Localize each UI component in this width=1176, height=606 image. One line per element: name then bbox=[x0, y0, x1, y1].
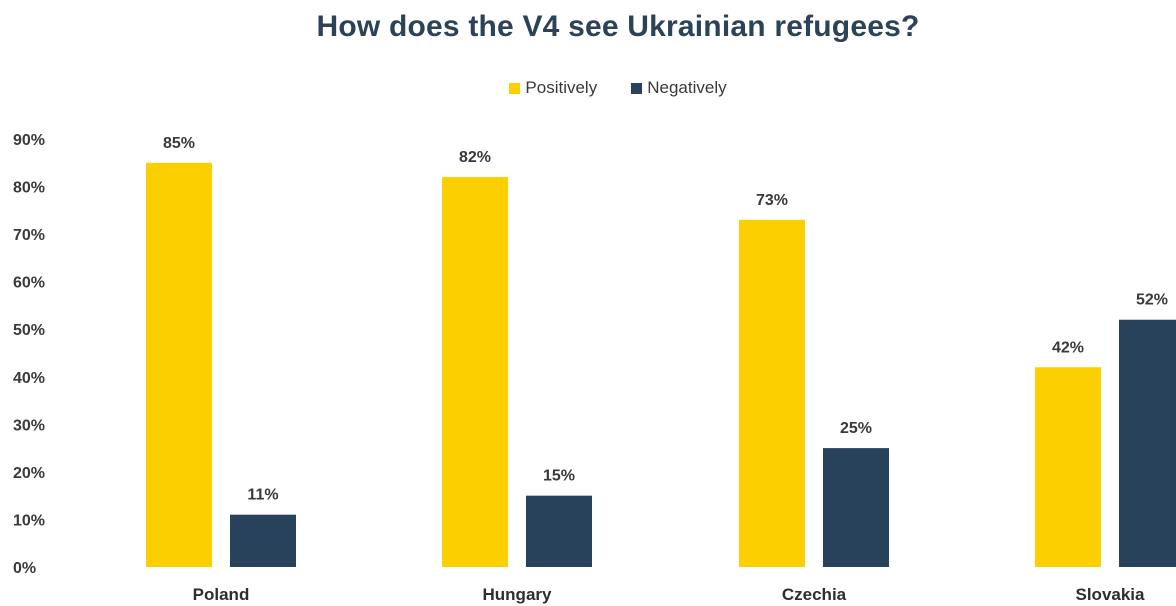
data-label: 52% bbox=[1136, 292, 1168, 309]
legend-swatch-positively bbox=[509, 82, 521, 94]
data-label: 73% bbox=[756, 192, 788, 209]
data-label: 15% bbox=[543, 468, 575, 485]
legend: Positively Negatively bbox=[0, 78, 1176, 98]
y-tick-label: 60% bbox=[13, 275, 45, 292]
legend-item-negatively: Negatively bbox=[631, 78, 727, 98]
y-tick-label: 70% bbox=[13, 227, 45, 244]
y-tick-label: 50% bbox=[13, 322, 45, 339]
bar-positively-poland bbox=[146, 162, 212, 567]
y-tick-label: 0% bbox=[13, 560, 36, 577]
bar-positively-slovakia bbox=[1035, 367, 1101, 567]
legend-label-negatively: Negatively bbox=[647, 78, 727, 97]
x-tick-label: Hungary bbox=[483, 585, 553, 604]
legend-item-positively: Positively bbox=[509, 78, 597, 98]
x-tick-label: Slovakia bbox=[1076, 585, 1146, 604]
data-label: 82% bbox=[459, 149, 491, 166]
bar-negatively-hungary bbox=[526, 495, 592, 567]
data-label: 85% bbox=[163, 135, 195, 152]
bar-negatively-slovakia bbox=[1119, 319, 1176, 567]
data-label: 25% bbox=[840, 420, 872, 437]
legend-label-positively: Positively bbox=[525, 78, 598, 97]
y-tick-label: 30% bbox=[13, 417, 45, 434]
y-tick-label: 80% bbox=[13, 180, 45, 197]
bar-positively-hungary bbox=[442, 177, 508, 568]
legend-swatch-negatively bbox=[631, 82, 643, 94]
bar-negatively-czechia bbox=[823, 448, 889, 567]
bar-negatively-poland bbox=[230, 514, 296, 567]
x-tick-label: Czechia bbox=[782, 585, 847, 604]
x-tick-label: Poland bbox=[193, 585, 250, 604]
y-tick-label: 90% bbox=[13, 132, 45, 149]
chart-title: How does the V4 see Ukrainian refugees? bbox=[316, 10, 920, 43]
y-tick-label: 10% bbox=[13, 512, 45, 529]
data-label: 11% bbox=[247, 487, 278, 504]
y-tick-label: 20% bbox=[13, 465, 45, 482]
y-tick-label: 40% bbox=[13, 370, 45, 387]
data-label: 42% bbox=[1052, 339, 1084, 356]
bar-positively-czechia bbox=[739, 219, 805, 567]
